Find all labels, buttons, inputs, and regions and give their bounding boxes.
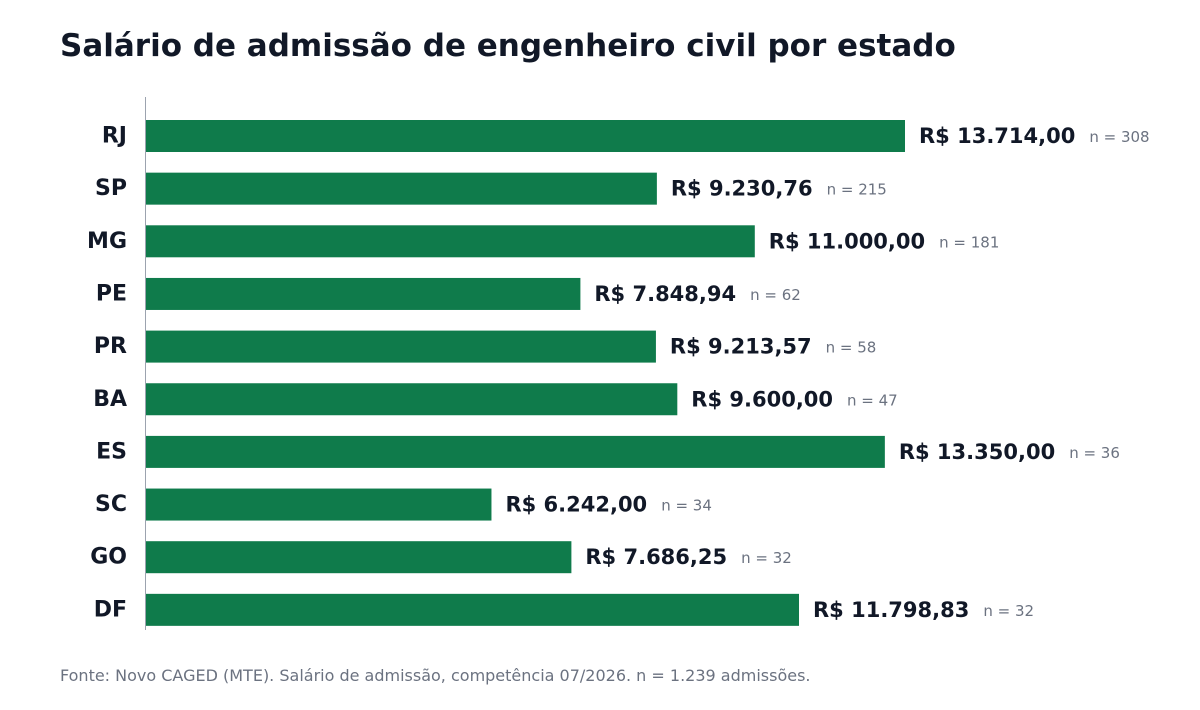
value-label: R$ 9.600,00 [691, 387, 833, 411]
category-label: RJ [102, 124, 127, 149]
category-label: PR [94, 334, 127, 359]
bar [146, 120, 905, 152]
value-label: R$ 13.714,00 [919, 124, 1075, 148]
category-label: SP [95, 176, 127, 201]
sample-size-label: n = 58 [826, 339, 877, 357]
sample-size-label: n = 62 [750, 286, 801, 304]
bar [146, 225, 755, 258]
bar [146, 172, 657, 205]
bar [146, 435, 885, 468]
sample-size-label: n = 34 [661, 497, 712, 515]
value-label: R$ 7.848,94 [594, 282, 736, 306]
bar [146, 330, 656, 363]
source-note: Fonte: Novo CAGED (MTE). Salário de admi… [60, 666, 811, 685]
chart-title: Salário de admissão de engenheiro civil … [60, 28, 956, 64]
value-label: R$ 13.350,00 [899, 440, 1055, 464]
sample-size-label: n = 308 [1089, 128, 1149, 146]
sample-size-label: n = 47 [847, 391, 898, 409]
sample-size-label: n = 32 [741, 549, 792, 567]
sample-size-label: n = 181 [939, 233, 999, 251]
category-label: GO [90, 545, 127, 570]
value-label: R$ 9.230,76 [671, 177, 813, 201]
value-label: R$ 7.686,25 [585, 545, 727, 569]
category-label: ES [96, 439, 127, 464]
bar [146, 277, 581, 310]
value-label: R$ 6.242,00 [505, 493, 647, 517]
sample-size-label: n = 36 [1069, 444, 1120, 462]
category-label: PE [96, 281, 127, 306]
bar [146, 488, 492, 521]
sample-size-label: n = 215 [827, 181, 887, 199]
bar [146, 383, 678, 416]
category-label: DF [94, 597, 127, 622]
sample-size-label: n = 32 [983, 602, 1034, 620]
category-label: MG [87, 229, 127, 254]
bar [146, 541, 572, 574]
value-label: R$ 11.798,83 [813, 598, 969, 622]
category-label: SC [95, 492, 127, 517]
bar [146, 593, 800, 626]
value-label: R$ 11.000,00 [769, 229, 925, 253]
value-label: R$ 9.213,57 [670, 335, 812, 359]
category-label: BA [93, 387, 127, 412]
